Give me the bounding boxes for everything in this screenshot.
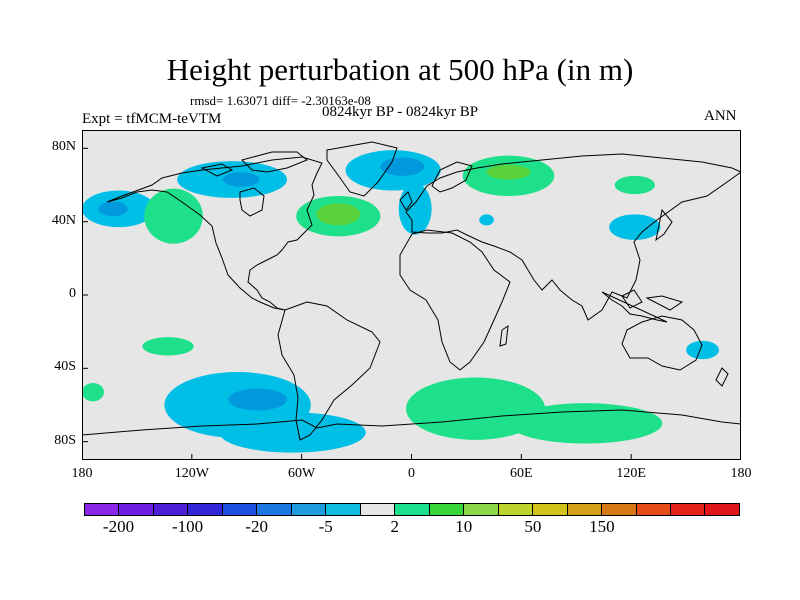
lon-label: 60E	[510, 466, 533, 481]
anomaly-layer	[82, 150, 720, 453]
coast-eurasia	[405, 153, 741, 321]
colorbar-label: 50	[524, 517, 542, 536]
colorbar-swatch-17	[670, 504, 706, 515]
colorbar-swatch-14	[567, 504, 603, 515]
colorbar-label: -200	[102, 517, 135, 536]
coast-greenland	[326, 141, 398, 197]
colorbar-swatch-4	[222, 504, 258, 515]
map-panel	[82, 130, 741, 460]
lon-label: 60W	[288, 466, 316, 481]
lat-label: 40N	[51, 212, 76, 228]
anomaly-region-16	[142, 337, 194, 356]
map-ticks	[82, 147, 741, 460]
colorbar	[84, 503, 740, 516]
lat-label: 0	[69, 286, 76, 301]
colorbar-swatch-11	[464, 504, 499, 515]
colorbar-swatch-0	[85, 504, 120, 515]
colorbar-swatch-12	[498, 504, 534, 515]
coast-hudson-bay	[239, 187, 265, 217]
lon-label: 180	[730, 466, 752, 481]
anomaly-region-12	[479, 214, 494, 226]
coast-japan	[655, 208, 673, 242]
coast-british-isles	[399, 191, 413, 211]
coast-africa	[399, 229, 511, 371]
colorbar-label: 2	[390, 517, 399, 536]
coast-new-zealand	[715, 367, 729, 387]
anomaly-region-20	[219, 412, 366, 453]
anomaly-region-4	[222, 172, 260, 187]
lon-label: 0	[408, 466, 415, 481]
experiment-label: Expt = tfMCM-teVTM	[82, 111, 222, 127]
colorbar-label: 150	[589, 517, 615, 536]
colorbar-label: -100	[171, 517, 204, 536]
anomaly-region-11	[486, 164, 531, 180]
colorbar-swatch-8	[360, 504, 396, 515]
colorbar-swatch-5	[257, 504, 292, 515]
anomaly-region-19	[228, 388, 288, 411]
rmsd-stats: rmsd= 1.63071 diff= -2.30163e-08	[190, 93, 371, 108]
anomaly-region-6	[316, 203, 361, 226]
coast-antarctica	[82, 409, 741, 436]
colorbar-swatch-1	[119, 504, 154, 515]
anomaly-region-8	[380, 157, 425, 176]
anomaly-region-22	[508, 403, 663, 444]
anomaly-region-15	[686, 340, 720, 360]
lat-label: 80S	[54, 432, 76, 448]
colorbar-swatch-15	[602, 504, 637, 515]
colorbar-swatch-2	[153, 504, 189, 515]
anomaly-region-2	[144, 188, 203, 244]
coast-australia	[621, 315, 703, 371]
colorbar-swatch-13	[533, 504, 568, 515]
coast-south-america	[277, 301, 381, 441]
coast-scandinavia	[431, 161, 473, 193]
anomaly-region-9	[398, 183, 432, 235]
lon-label: 180	[71, 466, 93, 481]
coast-north-america	[106, 156, 323, 311]
lon-label: 120E	[616, 466, 646, 481]
colorbar-label: -20	[245, 517, 268, 536]
coast-madagascar	[499, 324, 509, 347]
lon-label: 120W	[174, 466, 209, 481]
anomaly-region-14	[609, 214, 661, 240]
lat-label: 80N	[51, 139, 76, 155]
chart-title: Height perturbation at 500 hPa (in m)	[166, 52, 634, 87]
period-label: 0824kyr BP - 0824kyr BP	[322, 104, 479, 120]
colorbar-swatch-16	[636, 504, 671, 515]
colorbar-swatch-9	[395, 504, 430, 515]
colorbar-swatch-6	[291, 504, 327, 515]
coastlines	[82, 141, 741, 441]
anomaly-region-1	[98, 201, 128, 217]
coast-arctic-islands	[200, 151, 308, 177]
colorbar-swatch-7	[326, 504, 361, 515]
lat-label: 40S	[54, 359, 76, 375]
anomaly-region-17	[82, 383, 104, 402]
colorbar-swatch-10	[429, 504, 465, 515]
colorbar-label: -5	[318, 517, 333, 536]
season-label: ANN	[704, 108, 737, 124]
colorbar-swatch-18	[705, 504, 739, 515]
coast-maritime-islands	[601, 289, 684, 323]
colorbar-label: 10	[455, 517, 473, 536]
colorbar-swatch-3	[188, 504, 223, 515]
anomaly-region-13	[614, 175, 655, 195]
